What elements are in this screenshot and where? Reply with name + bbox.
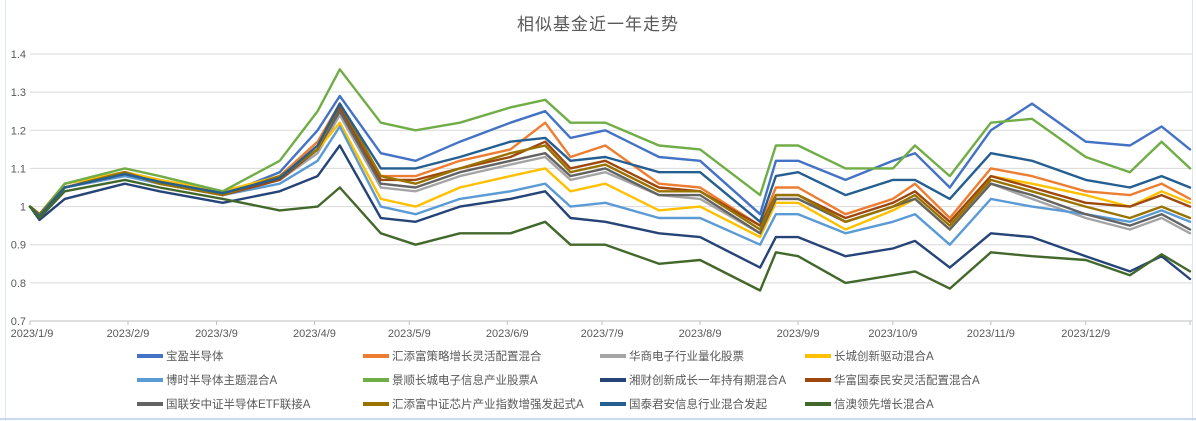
legend-item[interactable]: 博时半导体主题混合A <box>137 372 277 388</box>
legend-line-swatch <box>363 354 389 358</box>
y-tick-label: 1 <box>20 202 26 214</box>
legend-label: 信澳领先增长混合A <box>834 399 934 411</box>
legend-label: 景顺长城电子信息产业股票A <box>392 375 538 387</box>
x-tick-label: 2023/2/9 <box>107 328 150 340</box>
x-tick-label: 2023/3/9 <box>195 328 238 340</box>
y-tick-label: 1.1 <box>11 163 26 175</box>
x-tick-label: 2023/12/9 <box>1061 328 1110 340</box>
legend-item[interactable]: 国联安中证半导体ETF联接A <box>137 396 310 412</box>
y-tick-label: 1.2 <box>11 125 26 137</box>
series-line <box>28 94 1192 218</box>
legend-label: 汇添富中证芯片产业指数增强发起式A <box>392 399 584 411</box>
x-tick-label: 2023/11/9 <box>967 328 1015 340</box>
legend-label: 湘财创新成长一年持有期混合A <box>629 375 787 387</box>
legend-label: 华富国泰民安灵活配置混合A <box>834 375 980 387</box>
legend-line-swatch <box>805 354 831 358</box>
legend-label: 国联安中证半导体ETF联接A <box>166 399 311 411</box>
legend-line-swatch <box>600 402 626 406</box>
legend-line-swatch <box>805 378 831 382</box>
legend-line-swatch <box>137 378 163 382</box>
legend-line-swatch <box>137 402 163 406</box>
legend-item[interactable]: 信澳领先增长混合A <box>805 396 934 412</box>
legend-line-swatch <box>137 354 163 358</box>
x-tick-label: 2023/1/9 <box>11 328 54 340</box>
legend-line-swatch <box>363 402 389 406</box>
y-tick-label: 1.4 <box>11 49 26 61</box>
legend-label: 汇添富策略增长灵活配置混合 <box>392 351 542 363</box>
y-tick-label: 0.8 <box>11 278 26 290</box>
y-tick-label: 1.3 <box>11 87 26 99</box>
chart-title: 相似基金近一年走势 <box>517 15 679 34</box>
legend-item[interactable]: 汇添富策略增长灵活配置混合 <box>363 348 542 364</box>
legend-item[interactable]: 宝盈半导体 <box>137 348 224 364</box>
legend-line-swatch <box>805 402 831 406</box>
y-tick-label: 0.9 <box>11 240 26 252</box>
legend-item[interactable]: 湘财创新成长一年持有期混合A <box>600 372 786 388</box>
legend-label: 华商电子行业量化股票 <box>629 351 744 363</box>
series-line <box>28 102 1192 227</box>
left-cell-border <box>5 0 6 421</box>
series-line <box>28 121 1192 239</box>
x-tick-label: 2023/6/9 <box>486 328 529 340</box>
legend-label: 博时半导体主题混合A <box>166 375 278 387</box>
legend-item[interactable]: 景顺长城电子信息产业股票A <box>363 372 538 388</box>
x-tick-label: 2023/8/9 <box>679 328 722 340</box>
legend-line-swatch <box>363 378 389 382</box>
bottom-divider <box>0 418 1196 420</box>
legend-item[interactable]: 华商电子行业量化股票 <box>600 348 744 364</box>
series-line <box>28 178 1192 292</box>
legend-item[interactable]: 汇添富中证芯片产业指数增强发起式A <box>363 396 584 412</box>
x-tick-label: 2023/9/9 <box>777 328 820 340</box>
series-line <box>28 68 1192 216</box>
x-tick-label: 2023/10/9 <box>868 328 917 340</box>
legend-item[interactable]: 华富国泰民安灵活配置混合A <box>805 372 980 388</box>
legend-line-swatch <box>600 378 626 382</box>
series-line <box>28 144 1192 281</box>
legend-label: 国泰君安信息行业混合发起 <box>629 399 767 411</box>
x-tick-label: 2023/4/9 <box>293 328 336 340</box>
legend-item[interactable]: 国泰君安信息行业混合发起 <box>600 396 767 412</box>
x-tick-label: 2023/5/9 <box>388 328 431 340</box>
series-line <box>28 102 1192 231</box>
right-cell-border <box>1192 0 1193 421</box>
legend-label: 长城创新驱动混合A <box>834 351 934 363</box>
legend-item[interactable]: 长城创新驱动混合A <box>805 348 934 364</box>
legend-label: 宝盈半导体 <box>166 351 224 363</box>
series-line <box>28 102 1192 224</box>
x-tick-label: 2023/7/9 <box>581 328 624 340</box>
legend-line-swatch <box>600 354 626 358</box>
y-tick-label: 0.7 <box>11 316 26 328</box>
